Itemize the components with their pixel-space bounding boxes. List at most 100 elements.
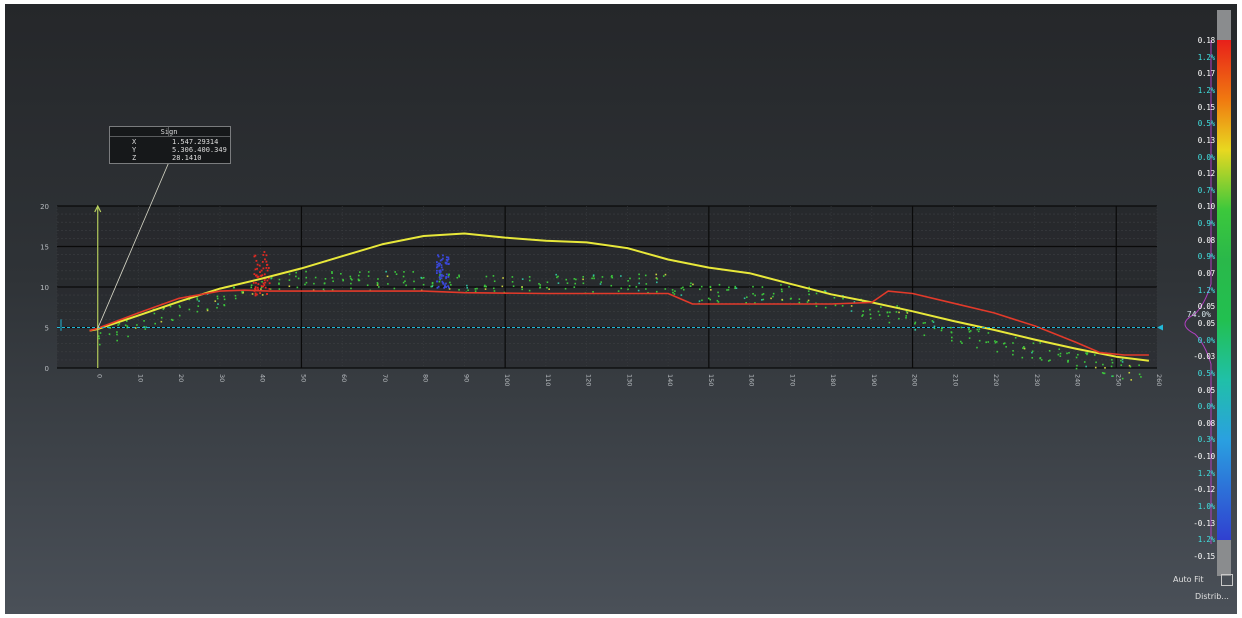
- point: [582, 282, 585, 285]
- distribution-label[interactable]: Distrib...: [1195, 592, 1229, 601]
- point: [403, 271, 405, 273]
- point: [493, 280, 496, 283]
- point: [223, 295, 225, 298]
- point: [261, 260, 264, 263]
- point: [263, 279, 266, 282]
- point: [1093, 354, 1096, 356]
- point: [446, 259, 449, 262]
- point: [296, 286, 299, 289]
- point: [261, 294, 264, 296]
- x-tick-label: 120: [585, 374, 593, 386]
- point: [780, 284, 782, 286]
- x-tick-label: 80: [422, 374, 430, 382]
- point: [367, 271, 370, 273]
- point: [136, 324, 138, 326]
- point: [734, 287, 736, 290]
- point: [680, 287, 683, 290]
- y-tick-label: 15: [40, 244, 49, 252]
- point: [761, 286, 764, 288]
- point: [445, 282, 447, 285]
- point: [862, 314, 864, 316]
- point: [127, 335, 129, 338]
- point: [933, 325, 936, 328]
- colorbar-label: 0.05: [1197, 385, 1215, 395]
- autofit-checkbox[interactable]: [1221, 574, 1233, 586]
- point: [629, 277, 631, 280]
- colorbar-label: 0.0%: [1197, 335, 1215, 345]
- point: [442, 257, 444, 260]
- point: [242, 291, 244, 294]
- point: [445, 256, 448, 259]
- point: [987, 341, 990, 343]
- point: [485, 285, 487, 288]
- point: [1075, 367, 1078, 370]
- point: [492, 275, 495, 277]
- point: [995, 341, 998, 343]
- colorbar-scale[interactable]: [1217, 10, 1231, 576]
- point: [1040, 359, 1043, 361]
- point: [521, 278, 524, 280]
- point: [261, 280, 263, 283]
- 3d-viewport[interactable]: 20 15 10 5 0 0 10 20 30 40 50 60 70 80 90 100 110 120 130…: [5, 4, 1237, 614]
- point: [690, 282, 692, 285]
- x-tick-label: 160: [748, 374, 756, 386]
- point: [118, 322, 121, 325]
- point: [117, 324, 119, 326]
- point: [262, 285, 265, 288]
- point: [877, 310, 880, 313]
- point: [255, 274, 258, 277]
- point: [264, 286, 267, 289]
- point: [600, 281, 603, 283]
- point: [664, 288, 667, 290]
- point: [734, 285, 737, 288]
- point: [528, 276, 531, 278]
- point: [351, 278, 353, 281]
- point: [412, 271, 415, 273]
- point: [349, 275, 352, 278]
- point: [323, 282, 326, 284]
- y-tick-label: 10: [40, 284, 49, 292]
- point: [264, 281, 267, 284]
- point: [439, 259, 442, 262]
- point: [950, 331, 953, 334]
- point: [439, 269, 442, 272]
- x-tick-label: 50: [299, 374, 307, 382]
- point: [1121, 358, 1124, 361]
- point: [573, 286, 576, 288]
- point: [655, 277, 658, 279]
- point: [447, 285, 450, 288]
- point: [312, 289, 315, 292]
- point: [439, 270, 442, 273]
- point: [268, 288, 271, 290]
- point: [1121, 377, 1124, 380]
- point: [789, 298, 792, 300]
- point: [255, 281, 257, 284]
- point: [367, 275, 370, 277]
- point: [125, 320, 128, 322]
- point: [968, 337, 971, 339]
- autofit-toggle[interactable]: Auto Fit: [1173, 574, 1233, 586]
- point: [511, 276, 514, 278]
- x-tick-labels: 0 10 20 30 40 50 60 70 80 90 100 110 120 130 140 150 160…: [96, 374, 1163, 386]
- point: [592, 275, 595, 278]
- point: [413, 287, 416, 290]
- point: [582, 276, 584, 278]
- point: [512, 285, 515, 287]
- point: [539, 286, 542, 289]
- point: [655, 290, 658, 293]
- point: [521, 286, 523, 288]
- colorbar-labels: 0.18 1.2% 0.17 1.2% 0.15 0.5% 0.13 0.0% 0.12 0.7%…: [1165, 4, 1217, 564]
- point: [680, 294, 683, 296]
- colorbar-label: 0.05: [1197, 318, 1215, 328]
- point: [438, 280, 441, 283]
- x-tick-label: 60: [340, 374, 348, 382]
- point: [1103, 372, 1106, 375]
- point: [761, 293, 764, 296]
- point: [262, 267, 265, 270]
- point: [420, 276, 423, 279]
- point: [1057, 353, 1060, 356]
- point: [539, 284, 542, 286]
- tooltip-value: 28.1410: [172, 154, 202, 162]
- point: [126, 325, 129, 328]
- x-tick-label: 20: [177, 374, 185, 382]
